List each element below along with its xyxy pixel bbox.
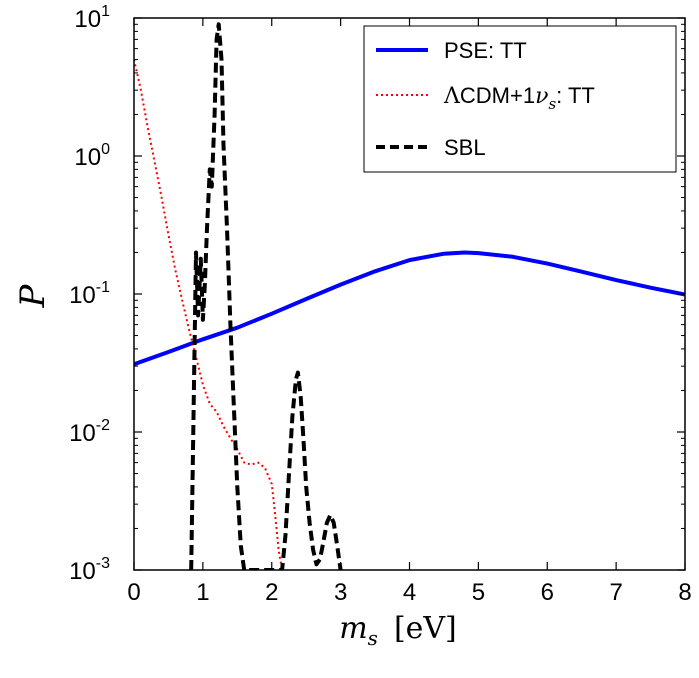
legend-label-lcdm-sub: s [548, 95, 556, 113]
legend-label-lcdm-tt: : TT [556, 83, 595, 108]
y-tick-label-base: 10 [74, 6, 101, 33]
y-tick-label-exponent: -3 [96, 555, 110, 572]
x-axis-label: ms [eV] [339, 611, 457, 650]
legend-label-lcdm-nu: ν [535, 84, 548, 109]
x-tick-label: 0 [127, 579, 140, 606]
y-tick-label-exponent: -1 [96, 279, 110, 296]
y-tick-label: 10-3 [69, 555, 110, 585]
x-axis-label-symbol: m [339, 611, 367, 646]
y-tick-label: 10-2 [69, 417, 110, 447]
y-tick-label-base: 10 [74, 144, 101, 171]
x-tick-label: 7 [609, 579, 622, 606]
series-line-dotted [134, 59, 284, 570]
y-tick-label: 100 [74, 141, 110, 171]
x-tick-label: 6 [541, 579, 554, 606]
x-tick-label: 1 [196, 579, 209, 606]
y-tick-label-exponent: 1 [101, 3, 110, 20]
legend-label-sbl: SBL [444, 135, 486, 160]
y-tick-label-base: 10 [69, 420, 96, 447]
x-tick-label: 5 [472, 579, 485, 606]
series-layer [134, 22, 685, 570]
x-axis-label-unit: [eV] [394, 611, 457, 646]
legend-label-lcdm: ΛCDM+1νs: TT [443, 83, 595, 113]
y-axis-label: P [13, 283, 53, 308]
x-tick-label: 4 [403, 579, 416, 606]
x-axis-label-subscript: s [368, 626, 378, 650]
x-tick-label: 2 [265, 579, 278, 606]
legend-label-lcdm-model: CDM+1 [460, 83, 535, 108]
y-tick-label-exponent: -2 [96, 417, 110, 434]
legend-label-pse: PSE: TT [444, 38, 527, 63]
y-tick-label-base: 10 [69, 558, 96, 585]
ticks-layer [133, 17, 686, 571]
y-tick-label-base: 10 [69, 282, 96, 309]
y-tick-label: 10-1 [69, 279, 110, 309]
y-tick-label-exponent: 0 [101, 141, 110, 158]
legend: PSE: TT ΛCDM+1νs: TT SBL [363, 25, 677, 173]
x-tick-label: 3 [334, 579, 347, 606]
series-line-dashed [189, 22, 343, 570]
y-tick-label: 101 [74, 3, 110, 33]
series-line-solid [134, 250, 685, 367]
x-tick-labels: 0 1 2 3 4 5 6 7 8 [127, 579, 691, 606]
legend-label-lcdm-lambda: Λ [443, 84, 461, 109]
x-tick-label: 8 [678, 579, 691, 606]
